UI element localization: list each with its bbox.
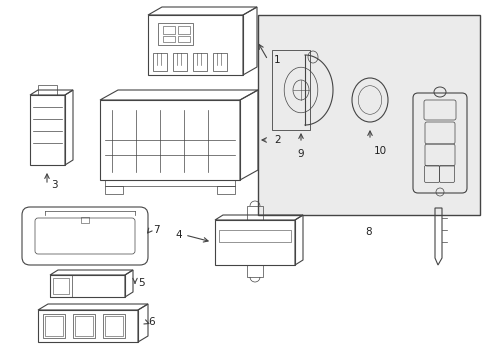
Bar [73, 314, 95, 338]
Bar [105, 316, 123, 336]
Bar [38, 85, 57, 95]
Text: 9: 9 [297, 149, 304, 159]
Bar [53, 278, 69, 294]
Bar [81, 217, 89, 223]
Bar [50, 275, 72, 297]
Text: 1: 1 [273, 55, 280, 65]
Bar [163, 26, 175, 34]
Bar [173, 53, 186, 71]
Bar [103, 314, 125, 338]
Text: 8: 8 [365, 227, 371, 237]
Text: 5: 5 [138, 278, 144, 288]
Bar [75, 316, 93, 336]
Bar [217, 186, 235, 194]
Bar [178, 36, 190, 42]
Bar [246, 206, 263, 220]
Bar [163, 36, 175, 42]
Bar [45, 316, 63, 336]
Bar [43, 314, 65, 338]
Bar [105, 180, 235, 186]
Text: 4: 4 [175, 230, 182, 240]
Bar [258, 15, 479, 215]
Bar [153, 53, 167, 71]
Text: 7: 7 [153, 225, 159, 235]
Bar [219, 230, 290, 242]
Bar [105, 186, 123, 194]
Bar [158, 23, 193, 45]
Bar [178, 26, 190, 34]
Bar [213, 53, 226, 71]
Text: 10: 10 [373, 146, 386, 156]
Text: 3: 3 [51, 180, 58, 190]
Bar [246, 265, 263, 277]
Bar [271, 50, 309, 130]
Text: 6: 6 [148, 317, 154, 327]
Text: 2: 2 [273, 135, 280, 145]
Bar [193, 53, 206, 71]
